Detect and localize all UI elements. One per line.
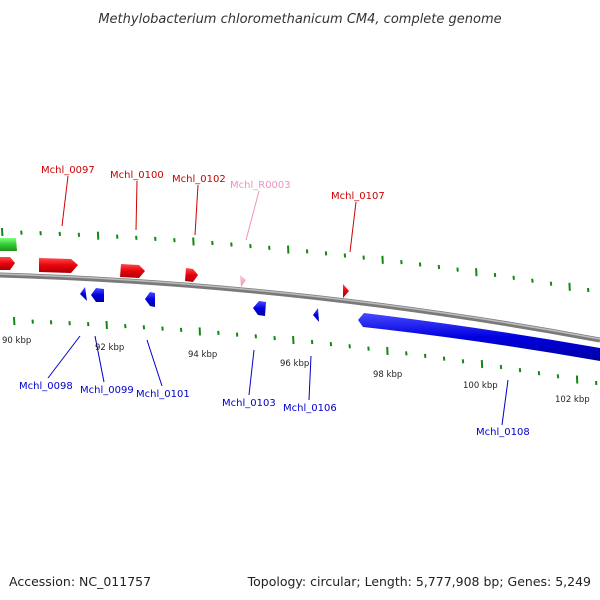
gene-label-mchl-0106[interactable]: Mchl_0106: [283, 403, 337, 414]
scale-label: 98 kbp: [373, 370, 402, 380]
scale-label: 90 kbp: [2, 336, 31, 346]
gene-label-mchl-0099[interactable]: Mchl_0099: [80, 385, 134, 396]
gene-forward-arrow[interactable]: [343, 284, 349, 298]
gene-forward-arrow[interactable]: [0, 257, 15, 270]
scale-label: 94 kbp: [188, 350, 217, 360]
scale-labels: 90 kbp 92 kbp 94 kbp 96 kbp 98 kbp 100 k…: [2, 336, 590, 405]
gene-label-mchl-0097[interactable]: Mchl_0097: [41, 165, 95, 176]
gene-reverse-arrow[interactable]: [358, 313, 600, 361]
gene-rna-arrow[interactable]: [240, 275, 246, 287]
gene-label-mchl-0100[interactable]: Mchl_0100: [110, 170, 164, 181]
gene-label-mchl-0098[interactable]: Mchl_0098: [19, 381, 73, 392]
gene-label-mchl-0101[interactable]: Mchl_0101: [136, 389, 190, 400]
forward-gene-track: [0, 257, 349, 298]
gene-forward-arrow[interactable]: [120, 264, 145, 278]
gene-label-mchl-0102[interactable]: Mchl_0102: [172, 174, 226, 185]
gene-label-mchl-0108[interactable]: Mchl_0108: [476, 427, 530, 438]
scale-label: 102 kbp: [555, 395, 590, 405]
scale-label: 100 kbp: [463, 381, 498, 391]
gene-reverse-arrow[interactable]: [313, 308, 319, 322]
gene-label-mchl-0103[interactable]: Mchl_0103: [222, 398, 276, 409]
inner-tick-track: [13, 316, 598, 386]
genome-backbone: [0, 272, 600, 343]
outer-tick-track: [1, 227, 590, 293]
gene-forward-arrow[interactable]: [185, 268, 198, 282]
gene-label-mchl-r0003[interactable]: Mchl_R0003: [230, 180, 291, 191]
map-title: Methylobacterium chloromethanicum CM4, c…: [98, 12, 501, 27]
gene-reverse-arrow[interactable]: [145, 292, 155, 307]
scale-label: 96 kbp: [280, 359, 309, 369]
gene-reverse-arrow[interactable]: [253, 301, 266, 316]
genome-summary-text: Topology: circular; Length: 5,777,908 bp…: [247, 574, 591, 589]
gene-reverse-arrow[interactable]: [91, 288, 104, 302]
reverse-gene-track: [80, 287, 600, 361]
gene-label-mchl-0107[interactable]: Mchl_0107: [331, 191, 385, 202]
reverse-gene-labels: Mchl_0098 Mchl_0099 Mchl_0101 Mchl_0103 …: [19, 335, 530, 438]
gene-reverse-arrow[interactable]: [80, 287, 87, 301]
feature-green: [0, 238, 17, 251]
scale-label: 92 kbp: [95, 343, 124, 353]
forward-gene-labels: Mchl_0097 Mchl_0100 Mchl_0102 Mchl_R0003…: [41, 165, 385, 253]
gene-forward-arrow[interactable]: [39, 258, 78, 273]
accession-text: Accession: NC_011757: [9, 574, 151, 589]
